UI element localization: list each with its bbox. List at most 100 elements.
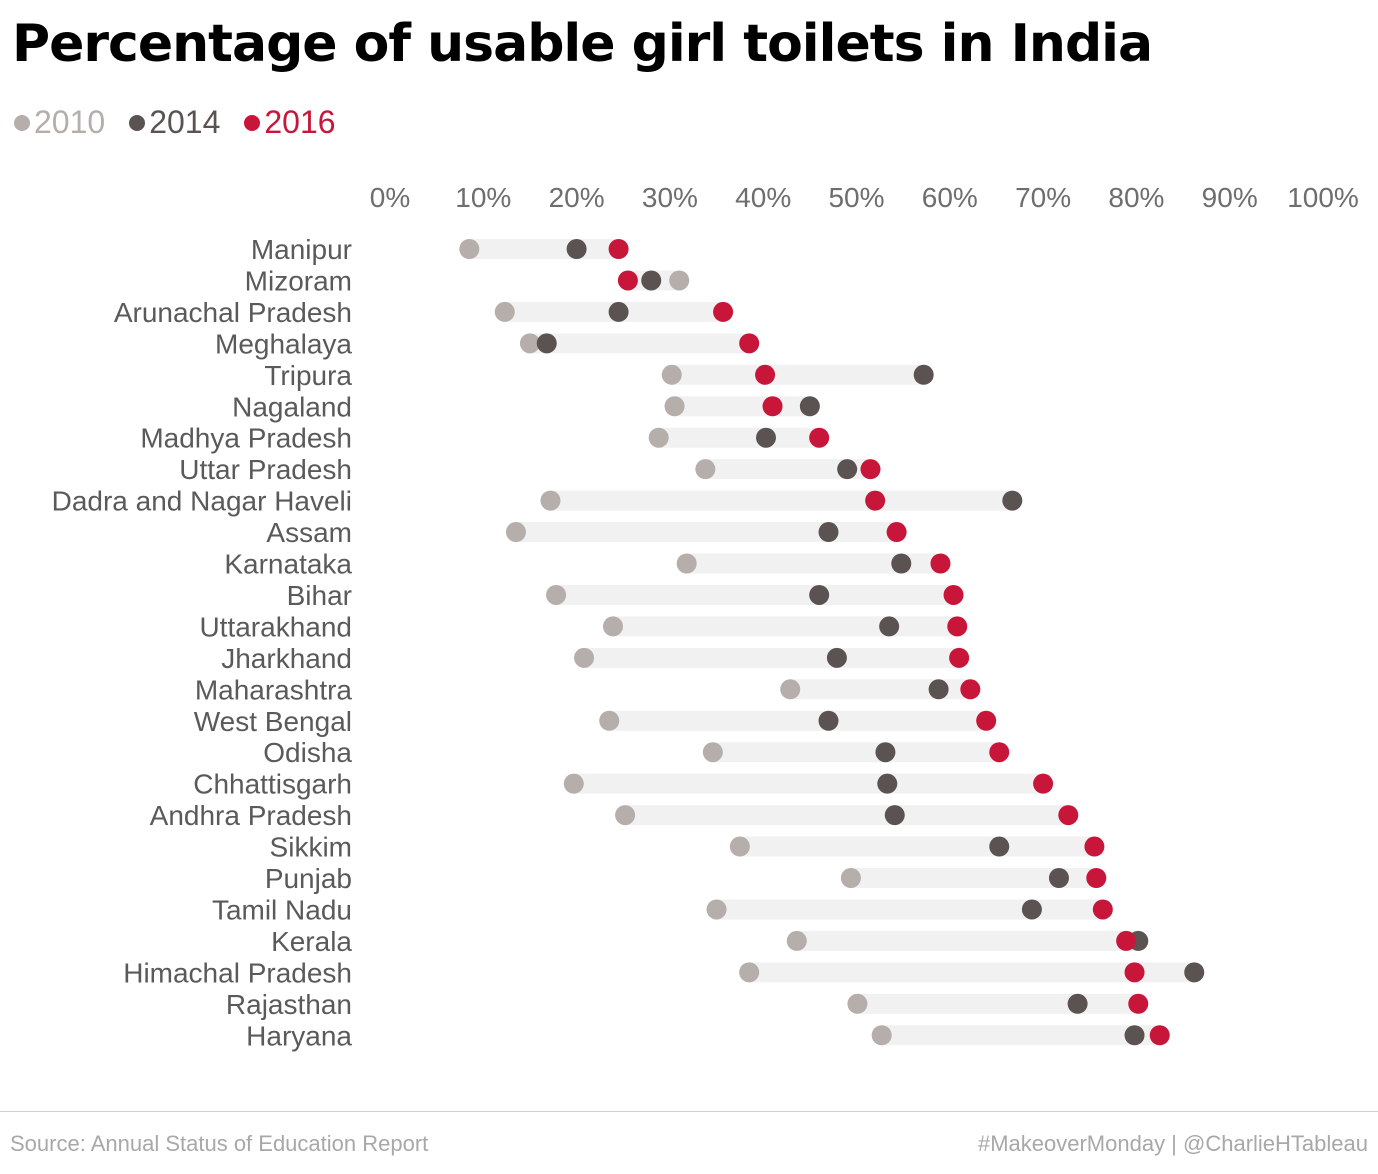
- dot-2010: [459, 239, 480, 259]
- legend-dot-2014: [129, 114, 146, 131]
- dot-2014: [913, 364, 934, 385]
- row-label: Tripura: [264, 360, 352, 391]
- dot-2016: [1116, 930, 1137, 951]
- dot-2016: [860, 459, 881, 480]
- dot-2014: [755, 427, 776, 448]
- dot-2016: [960, 679, 981, 700]
- dot-2010: [786, 930, 807, 951]
- x-tick-label: 10%: [455, 182, 511, 213]
- dot-2014: [1002, 490, 1023, 511]
- dot-2010: [847, 993, 868, 1014]
- dot-2016: [1086, 868, 1107, 888]
- dot-2016: [1149, 1025, 1170, 1046]
- dot-2010: [494, 301, 515, 322]
- row-label: Kerala: [271, 926, 352, 957]
- dot-2016: [1058, 805, 1079, 826]
- row-label: Haryana: [246, 1020, 352, 1051]
- x-tick-label: 90%: [1202, 182, 1258, 213]
- dot-2010: [546, 584, 567, 605]
- row-label: Manipur: [251, 234, 352, 265]
- dot-2010: [780, 679, 801, 700]
- dot-2014: [818, 522, 839, 543]
- chart-title: Percentage of usable girl toilets in Ind…: [12, 14, 1153, 74]
- dot-2016: [949, 647, 970, 668]
- dot-2010: [840, 868, 861, 888]
- dot-2016: [943, 584, 964, 605]
- dot-2014: [641, 270, 662, 291]
- dot-2014: [799, 396, 820, 417]
- dot-2016: [1092, 899, 1113, 920]
- dot-2016: [755, 364, 776, 385]
- source-note: Source: Annual Status of Education Repor…: [10, 1131, 429, 1156]
- dot-2016: [762, 396, 783, 417]
- dot-2016: [617, 270, 638, 291]
- x-tick-label: 0%: [370, 182, 410, 213]
- x-tick-label: 30%: [642, 182, 698, 213]
- row-label: Chhattisgarh: [193, 769, 352, 800]
- row-label: Bihar: [287, 580, 352, 611]
- dot-2016: [1124, 962, 1145, 983]
- row-label: West Bengal: [194, 706, 352, 737]
- dot-2016: [1084, 836, 1105, 857]
- dot-2010: [664, 396, 685, 417]
- dot-2016: [989, 742, 1010, 763]
- dot-2010: [519, 333, 540, 354]
- legend-item-2016[interactable]: 2016: [244, 104, 336, 141]
- row-label: Maharashtra: [195, 674, 353, 705]
- legend: 2010 2014 2016: [14, 104, 360, 141]
- dot-2010: [661, 364, 682, 385]
- row-label: Uttarakhand: [199, 611, 352, 642]
- x-tick-label: 70%: [1015, 182, 1071, 213]
- dot-2014: [989, 836, 1010, 857]
- dot-2010: [505, 522, 526, 543]
- legend-item-2014[interactable]: 2014: [129, 104, 220, 141]
- dot-2014: [891, 553, 912, 574]
- row-label: Tamil Nadu: [212, 894, 352, 925]
- row-label: Odisha: [263, 737, 352, 768]
- row-label: Arunachal Pradesh: [114, 297, 352, 328]
- dot-2010: [599, 710, 620, 731]
- dot-2016: [1128, 993, 1149, 1014]
- x-tick-label: 80%: [1108, 182, 1164, 213]
- dot-2014: [837, 459, 858, 480]
- row-label: Himachal Pradesh: [123, 957, 352, 988]
- dot-2010: [540, 490, 561, 511]
- dot-2016: [947, 616, 968, 637]
- x-tick-label: 20%: [549, 182, 605, 213]
- legend-dot-2010: [14, 114, 30, 131]
- x-tick-label: 50%: [828, 182, 884, 213]
- legend-label-2016: 2016: [264, 104, 336, 140]
- dot-2010: [563, 773, 584, 794]
- dot-2010: [706, 899, 727, 920]
- x-tick-label: 60%: [922, 182, 978, 213]
- dot-2010: [676, 553, 697, 574]
- x-tick-label: 100%: [1287, 182, 1359, 213]
- dot-2014: [1067, 993, 1088, 1014]
- dot-2010: [615, 805, 636, 826]
- legend-label-2010: 2010: [34, 104, 106, 140]
- dot-2016: [930, 553, 951, 574]
- row-label: Dadra and Nagar Haveli: [52, 486, 352, 517]
- row-label: Karnataka: [224, 549, 352, 580]
- dot-2016: [713, 301, 734, 322]
- dot-2010: [739, 962, 760, 983]
- dot-2014: [877, 773, 898, 794]
- dot-2014: [826, 647, 847, 668]
- row-label: Meghalaya: [215, 328, 352, 359]
- dot-2014: [884, 805, 905, 826]
- dot-2016: [608, 239, 629, 259]
- dot-2010: [669, 270, 690, 291]
- dot-2014: [1124, 1025, 1145, 1046]
- dot-2010: [729, 836, 750, 857]
- dot-2010: [695, 459, 716, 480]
- legend-item-2010[interactable]: 2010: [14, 104, 105, 141]
- dot-plot-chart: 0% 10% 20% 30% 40% 50% 60% 70% 80% 90% 100% Manipur…: [52, 182, 1359, 1051]
- dot-2016: [886, 522, 907, 543]
- row-label: Sikkim: [270, 832, 352, 863]
- dot-2014: [809, 584, 830, 605]
- row-label: Uttar Pradesh: [179, 454, 352, 485]
- dot-2016: [1033, 773, 1054, 794]
- credit-note: #MakeoverMonday | @CharlieHTableau: [977, 1131, 1368, 1156]
- dot-2010: [574, 647, 595, 668]
- dot-2014: [818, 710, 839, 731]
